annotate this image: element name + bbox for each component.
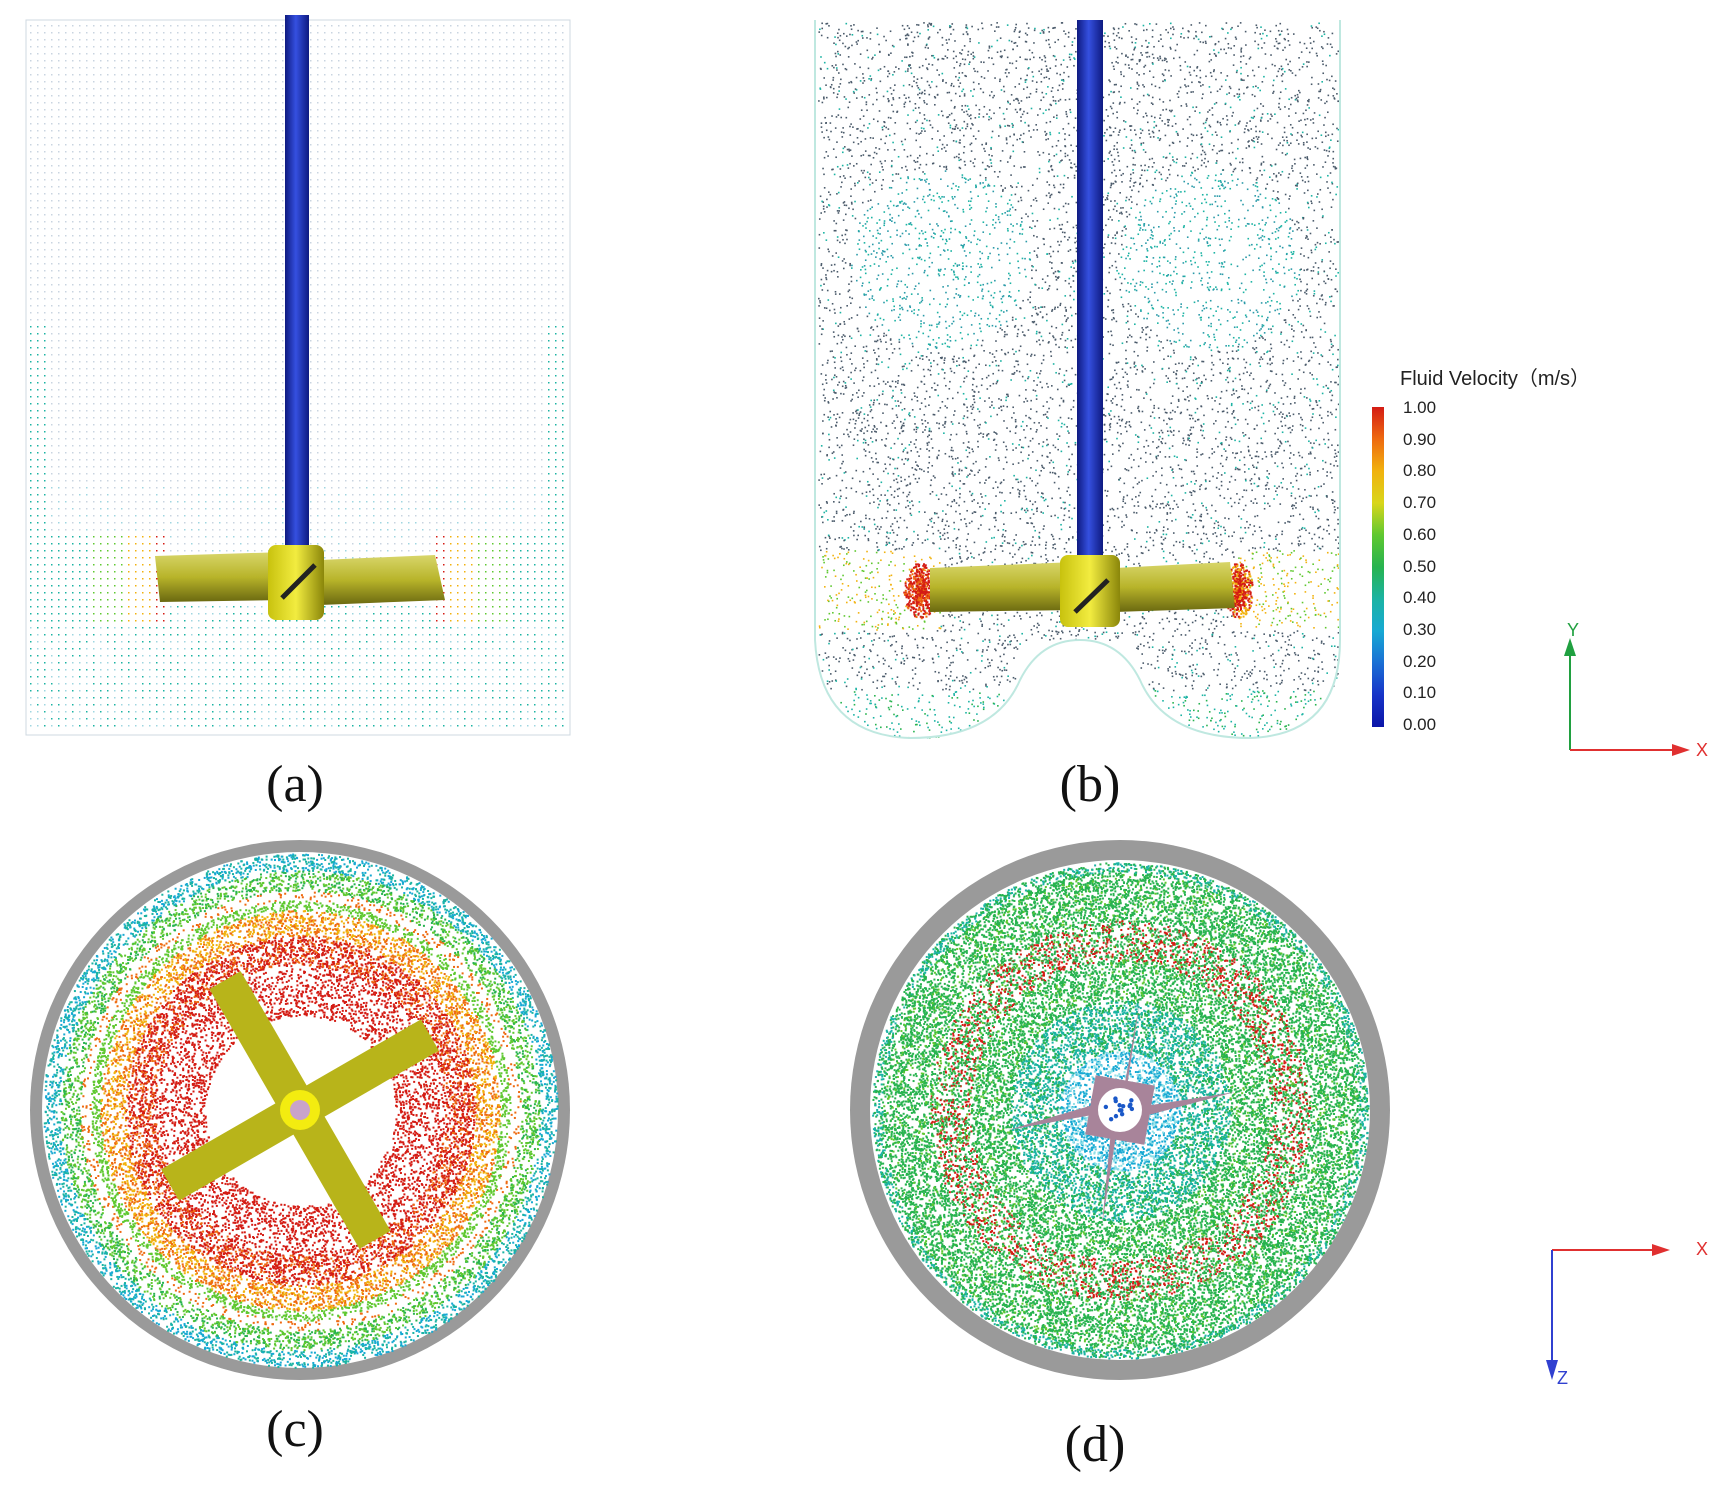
velocity-field-d <box>840 830 1400 1390</box>
panel-d <box>840 830 1400 1390</box>
legend-tick-label: 0.10 <box>1403 683 1436 703</box>
impeller-blade-right-a <box>320 555 445 605</box>
caption-a: (a) <box>195 755 395 814</box>
panel-c <box>20 830 580 1390</box>
legend-tick-label: 1.00 <box>1403 398 1436 418</box>
caption-b: (b) <box>990 755 1190 814</box>
legend-tick-label: 0.90 <box>1403 430 1436 450</box>
impeller-blade-left-b <box>930 562 1075 612</box>
axis-y-label: Y <box>1567 620 1579 641</box>
legend-tick-label: 0.00 <box>1403 715 1436 735</box>
legend-title: Fluid Velocity（m/s） <box>1400 362 1590 391</box>
legend-tick-label: 0.80 <box>1403 461 1436 481</box>
legend-tick-label: 0.60 <box>1403 525 1436 545</box>
velocity-field-b <box>790 0 1390 760</box>
legend-tick-label: 0.40 <box>1403 588 1436 608</box>
axis-z-label: Z <box>1557 1368 1568 1389</box>
caption-c: (c) <box>195 1400 395 1459</box>
impeller-hub-b <box>1060 555 1120 627</box>
shaft-a <box>285 15 309 545</box>
impeller-blade-right-b <box>1115 562 1235 612</box>
shaft-b <box>1077 20 1103 555</box>
legend-tick-label: 0.50 <box>1403 557 1436 577</box>
axis-x-label-side: X <box>1696 740 1708 761</box>
legend-tick-label: 0.30 <box>1403 620 1436 640</box>
axis-x-label-top: X <box>1696 1239 1708 1260</box>
legend-tick-label: 0.20 <box>1403 652 1436 672</box>
impeller-blade-left-a <box>155 552 285 602</box>
panel-b <box>790 0 1390 760</box>
axes-triad-side <box>1540 620 1700 760</box>
velocity-field-a <box>0 0 600 760</box>
legend-colorbar <box>1372 407 1384 727</box>
caption-d: (d) <box>995 1415 1195 1474</box>
panel-a <box>0 0 600 760</box>
velocity-field-c <box>20 830 580 1390</box>
legend-tick-label: 0.70 <box>1403 493 1436 513</box>
